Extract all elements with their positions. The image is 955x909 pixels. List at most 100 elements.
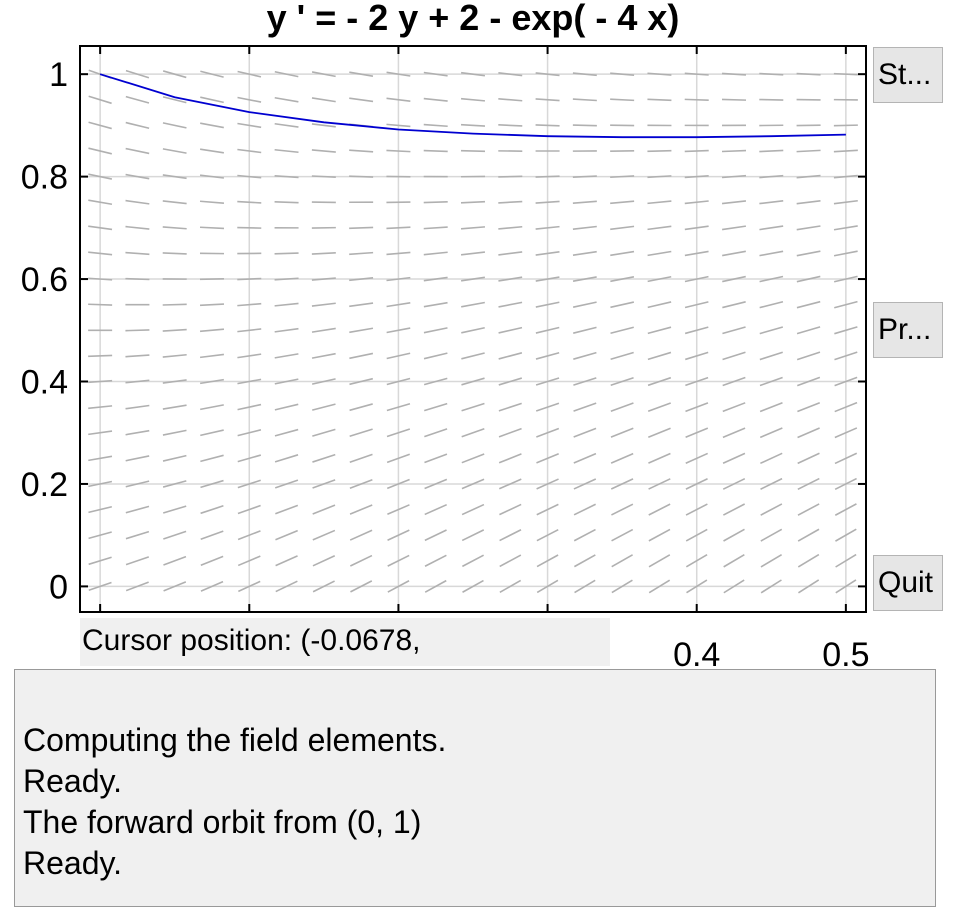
- print-button[interactable]: Pr...: [873, 302, 943, 358]
- slope-segment: [759, 376, 783, 387]
- slope-segment: [833, 250, 858, 257]
- slope-segment: [163, 555, 187, 566]
- start-button[interactable]: St...: [873, 47, 943, 103]
- slope-segment: [797, 427, 820, 439]
- slope-segment: [349, 277, 374, 282]
- slope-segment: [833, 124, 858, 127]
- slope-segment: [535, 276, 560, 282]
- slope-segment: [461, 503, 485, 516]
- slope-segment: [499, 503, 522, 516]
- slope-segment: [461, 478, 485, 490]
- slope-segment: [423, 97, 448, 102]
- slope-segment: [684, 149, 709, 153]
- cursor-position-readout: Cursor position: (-0.0678,: [80, 618, 610, 666]
- slope-segment: [349, 302, 374, 308]
- slope-segment: [162, 353, 187, 358]
- slope-segment: [237, 200, 262, 204]
- slope-segment: [684, 275, 709, 283]
- slope-segment: [162, 505, 187, 514]
- slope-segment: [760, 452, 783, 465]
- slope-segment: [461, 427, 485, 438]
- slope-segment: [573, 351, 597, 360]
- slope-segment: [611, 528, 634, 542]
- slope-segment: [162, 200, 187, 205]
- slope-segment: [125, 480, 150, 488]
- slope-segment: [759, 402, 783, 413]
- slope-segment: [237, 277, 262, 281]
- slope-segment: [834, 376, 858, 387]
- slope-segment: [722, 427, 746, 439]
- slope-segment: [835, 553, 857, 568]
- slope-segment: [200, 555, 224, 566]
- slope-segment: [423, 251, 448, 256]
- slope-segment: [611, 503, 634, 516]
- slope-segment: [349, 504, 373, 515]
- slope-segment: [648, 427, 671, 438]
- slope-segment: [162, 96, 187, 104]
- slope-segment: [685, 503, 708, 516]
- slope-segment: [460, 123, 486, 127]
- slope-segment: [722, 326, 746, 335]
- slope-segment: [498, 453, 522, 464]
- slope-segment: [797, 553, 820, 568]
- slope-segment: [237, 122, 262, 129]
- slope-segment: [461, 453, 485, 464]
- slope-segment: [833, 199, 858, 205]
- slope-segment: [162, 70, 187, 79]
- slope-segment: [461, 301, 485, 308]
- slope-segment: [386, 97, 411, 103]
- slope-segment: [833, 275, 858, 283]
- slope-segment: [759, 225, 784, 231]
- slope-segment: [722, 275, 746, 283]
- slope-segment: [796, 174, 821, 179]
- slope-segment: [199, 200, 225, 205]
- slope-segment: [349, 352, 374, 360]
- slope-segment: [311, 149, 336, 153]
- slope-segment: [238, 580, 261, 593]
- slope-segment: [199, 226, 225, 230]
- message-line: Ready.: [23, 763, 123, 799]
- slope-segment: [125, 379, 150, 384]
- slope-segment: [349, 377, 373, 386]
- grid-lines: [80, 46, 866, 612]
- slope-segment: [723, 528, 745, 542]
- slope-segment: [237, 378, 262, 385]
- slope-segment: [311, 302, 336, 307]
- slope-segment: [796, 250, 821, 257]
- slope-segment: [721, 174, 747, 179]
- slope-segment: [125, 251, 150, 256]
- slope-segment: [88, 430, 113, 436]
- slope-segment: [647, 402, 671, 413]
- y-tick-label: 1: [49, 56, 68, 94]
- slope-segment: [759, 326, 784, 335]
- slope-segment: [162, 480, 187, 488]
- slope-segment: [387, 529, 410, 541]
- slope-segment: [684, 326, 709, 335]
- slope-segment: [387, 580, 410, 593]
- slope-segment: [274, 428, 299, 437]
- slope-segment: [311, 71, 336, 78]
- slope-segment: [200, 404, 224, 411]
- x-tick-label: 0.4: [673, 636, 720, 674]
- slope-segment: [274, 200, 299, 204]
- slope-segment: [723, 553, 745, 568]
- slope-segment: [834, 351, 858, 361]
- slope-segment: [424, 554, 447, 567]
- slope-segment: [312, 403, 336, 411]
- slope-segment: [349, 478, 373, 489]
- slope-segment: [423, 377, 448, 386]
- slope-segment: [796, 351, 821, 361]
- slope-segment: [200, 505, 224, 515]
- slope-segment: [274, 277, 299, 281]
- slope-segment: [684, 250, 709, 257]
- slope-segment: [685, 402, 709, 413]
- slope-segment: [275, 580, 298, 593]
- slope-segment: [460, 71, 486, 77]
- slope-segment: [722, 376, 746, 387]
- slope-segment: [88, 480, 113, 488]
- slope-segment: [647, 149, 672, 153]
- quit-button[interactable]: Quit: [873, 555, 943, 611]
- slope-segment: [648, 478, 671, 490]
- slope-segment: [423, 226, 448, 230]
